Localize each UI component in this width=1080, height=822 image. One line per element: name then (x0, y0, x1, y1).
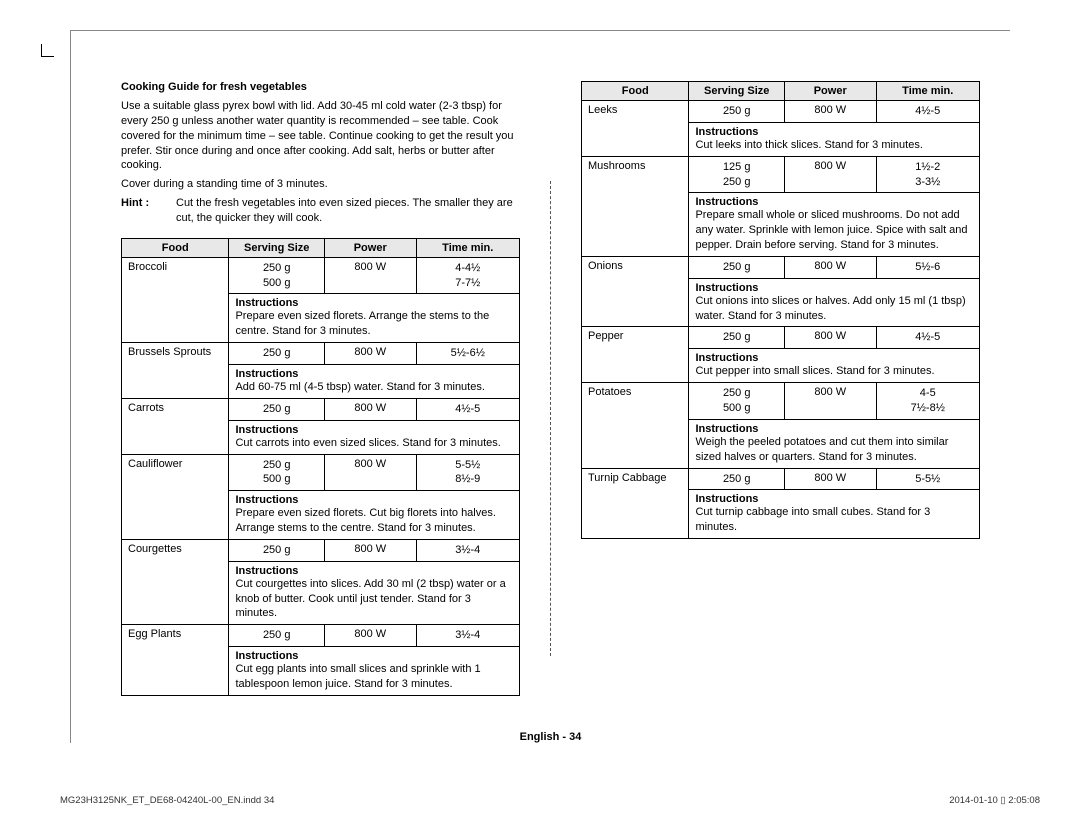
th-serving: Serving Size (689, 82, 785, 101)
time-cell: 3½-4 (416, 625, 520, 647)
instructions-text: Prepare even sized florets. Arrange the … (229, 309, 520, 342)
th-power: Power (324, 238, 416, 257)
instructions-label: Instructions (229, 647, 520, 663)
power-cell: 800 W (784, 156, 876, 193)
instructions-label: Instructions (689, 419, 980, 435)
th-serving: Serving Size (229, 238, 325, 257)
instructions-label: Instructions (689, 349, 980, 365)
instructions-text: Weigh the peeled potatoes and cut them i… (689, 435, 980, 468)
th-time: Time min. (416, 238, 520, 257)
cooking-table-left: Food Serving Size Power Time min. Brocco… (121, 238, 520, 696)
serving-cell: 250 g (689, 327, 785, 349)
serving-cell: 250 g (229, 398, 325, 420)
page-container: Cooking Guide for fresh vegetables Use a… (70, 30, 1010, 743)
time-cell: 5½-6½ (416, 343, 520, 365)
food-cell: Turnip Cabbage (582, 468, 689, 539)
time-cell: 5-5½ (876, 468, 980, 490)
serving-cell: 250 g (689, 256, 785, 278)
food-cell: Mushrooms (582, 156, 689, 256)
hint-text: Cut the fresh vegetables into even sized… (176, 196, 520, 226)
instructions-text: Cut onions into slices or halves. Add on… (689, 294, 980, 327)
instructions-text: Cut courgettes into slices. Add 30 ml (2… (229, 577, 520, 625)
instructions-text: Cut turnip cabbage into small cubes. Sta… (689, 505, 980, 538)
file-path-footer: MG23H3125NK_ET_DE68-04240L-00_EN.indd 34 (60, 795, 274, 806)
instructions-text: Add 60-75 ml (4-5 tbsp) water. Stand for… (229, 380, 520, 398)
power-cell: 800 W (784, 256, 876, 278)
serving-cell: 250 g500 g (229, 454, 325, 491)
cooking-table-right: Food Serving Size Power Time min. Leeks … (581, 81, 980, 539)
food-cell: Carrots (122, 398, 229, 454)
time-cell: 3½-4 (416, 539, 520, 561)
th-time: Time min. (876, 82, 980, 101)
page-footer-center: English - 34 (121, 731, 980, 743)
instructions-label: Instructions (689, 122, 980, 138)
food-cell: Egg Plants (122, 625, 229, 696)
column-divider (550, 181, 551, 656)
serving-cell: 250 g (229, 539, 325, 561)
instructions-text: Cut egg plants into small slices and spr… (229, 662, 520, 695)
instructions-label: Instructions (689, 193, 980, 209)
intro-paragraph: Use a suitable glass pyrex bowl with lid… (121, 99, 520, 173)
food-cell: Broccoli (122, 257, 229, 342)
serving-cell: 250 g (229, 343, 325, 365)
instructions-label: Instructions (229, 364, 520, 380)
instructions-label: Instructions (229, 561, 520, 577)
instructions-text: Prepare even sized florets. Cut big flor… (229, 506, 520, 539)
serving-cell: 250 g500 g (689, 383, 785, 420)
food-cell: Pepper (582, 327, 689, 383)
time-cell: 5-5½8½-9 (416, 454, 520, 491)
instructions-label: Instructions (229, 294, 520, 310)
food-cell: Potatoes (582, 383, 689, 468)
time-cell: 4-57½-8½ (876, 383, 980, 420)
time-cell: 1½-23-3½ (876, 156, 980, 193)
power-cell: 800 W (324, 625, 416, 647)
right-column: Food Serving Size Power Time min. Leeks … (581, 81, 980, 696)
power-cell: 800 W (324, 398, 416, 420)
crop-mark (41, 44, 54, 57)
instructions-text: Prepare small whole or sliced mushrooms.… (689, 208, 980, 256)
power-cell: 800 W (784, 383, 876, 420)
th-food: Food (582, 82, 689, 101)
serving-cell: 250 g (689, 468, 785, 490)
section-title: Cooking Guide for fresh vegetables (121, 81, 520, 93)
th-food: Food (122, 238, 229, 257)
two-column-layout: Cooking Guide for fresh vegetables Use a… (121, 81, 980, 696)
power-cell: 800 W (784, 468, 876, 490)
food-cell: Brussels Sprouts (122, 343, 229, 399)
time-cell: 4½-5 (876, 101, 980, 123)
power-cell: 800 W (324, 257, 416, 294)
instructions-text: Cut carrots into even sized slices. Stan… (229, 436, 520, 454)
instructions-label: Instructions (229, 420, 520, 436)
instructions-label: Instructions (689, 278, 980, 294)
power-cell: 800 W (324, 343, 416, 365)
food-cell: Cauliflower (122, 454, 229, 539)
food-cell: Courgettes (122, 539, 229, 624)
serving-cell: 250 g (229, 625, 325, 647)
th-power: Power (784, 82, 876, 101)
serving-cell: 125 g250 g (689, 156, 785, 193)
serving-cell: 250 g500 g (229, 257, 325, 294)
instructions-label: Instructions (689, 490, 980, 506)
power-cell: 800 W (324, 454, 416, 491)
power-cell: 800 W (324, 539, 416, 561)
time-cell: 4½-5 (876, 327, 980, 349)
hint-label: Hint : (121, 196, 176, 226)
serving-cell: 250 g (689, 101, 785, 123)
food-cell: Leeks (582, 101, 689, 157)
left-column: Cooking Guide for fresh vegetables Use a… (121, 81, 520, 696)
food-cell: Onions (582, 256, 689, 327)
power-cell: 800 W (784, 101, 876, 123)
instructions-text: Cut pepper into small slices. Stand for … (689, 364, 980, 382)
intro-line2: Cover during a standing time of 3 minute… (121, 177, 520, 192)
time-cell: 5½-6 (876, 256, 980, 278)
timestamp-footer: 2014-01-10 ▯ 2:05:08 (949, 795, 1040, 806)
hint-block: Hint : Cut the fresh vegetables into eve… (121, 196, 520, 226)
time-cell: 4½-5 (416, 398, 520, 420)
instructions-text: Cut leeks into thick slices. Stand for 3… (689, 138, 980, 156)
time-cell: 4-4½7-7½ (416, 257, 520, 294)
power-cell: 800 W (784, 327, 876, 349)
instructions-label: Instructions (229, 491, 520, 507)
